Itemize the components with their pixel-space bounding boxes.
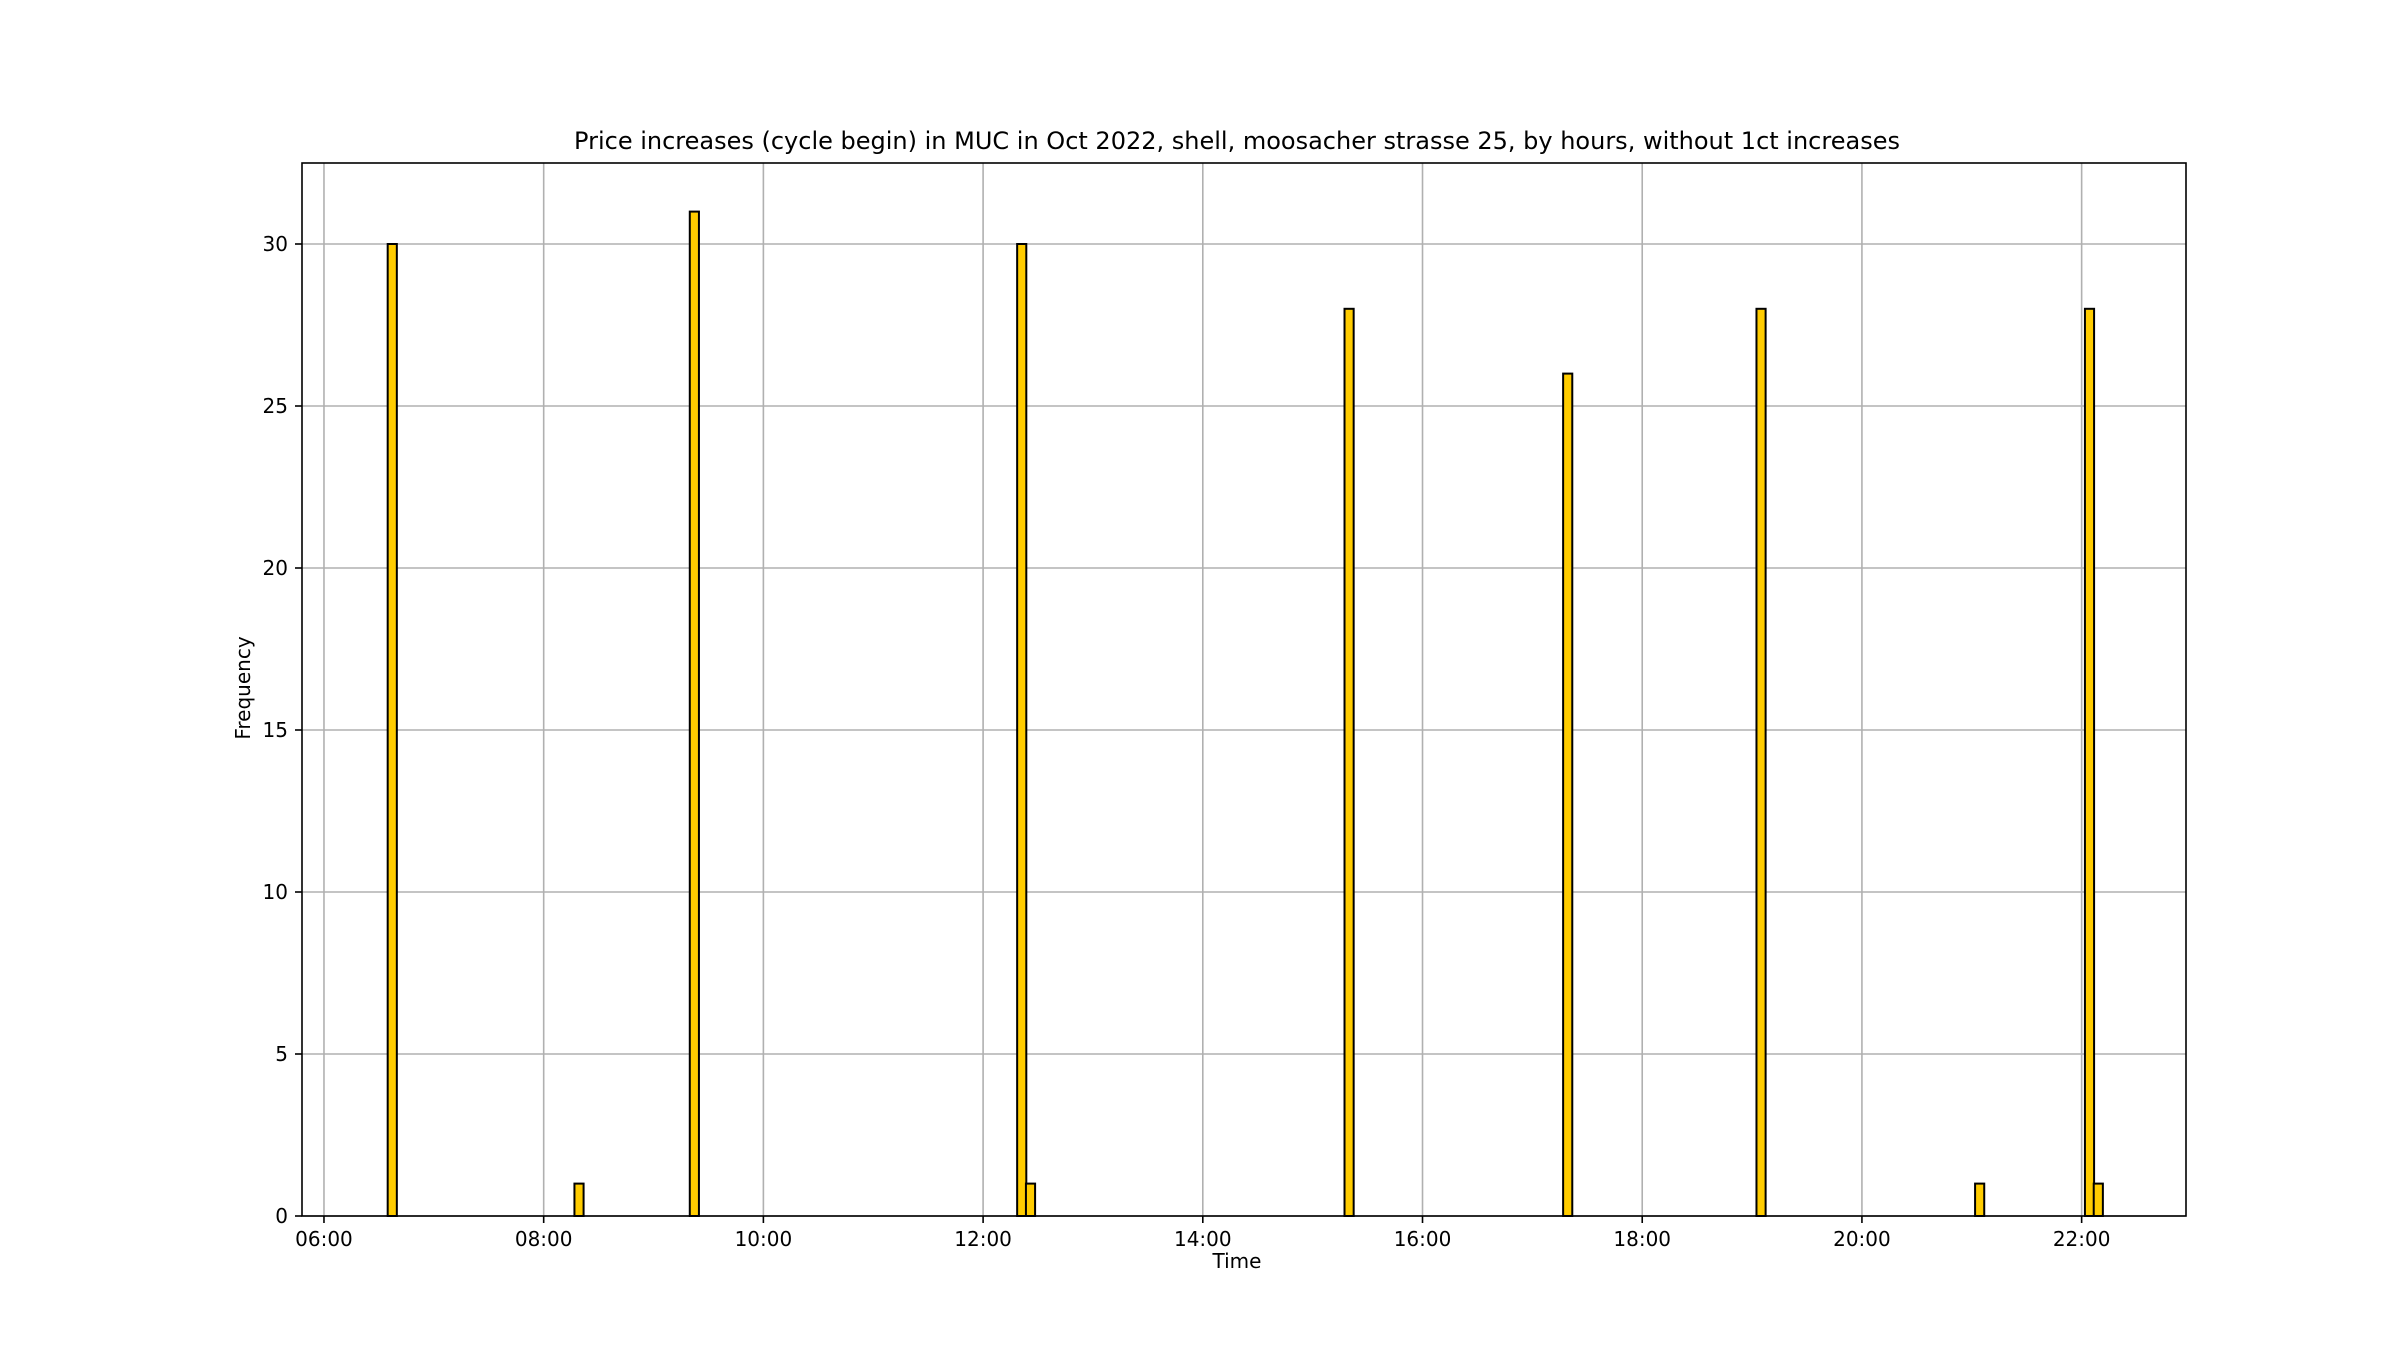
x-tick-label: 10:00 — [735, 1227, 793, 1251]
histogram-bar — [1024, 1182, 1037, 1217]
histogram-bar — [1343, 307, 1355, 1217]
histogram-bar — [688, 210, 700, 1218]
histogram-bar — [1562, 372, 1574, 1218]
y-tick-label: 25 — [263, 394, 288, 418]
histogram-bar — [573, 1182, 585, 1217]
plot-frame — [301, 162, 2187, 1217]
y-tick-label: 20 — [263, 556, 288, 580]
bars — [386, 210, 2104, 1218]
x-axis-label: Time — [1212, 1249, 1262, 1273]
y-tick-label: 30 — [263, 232, 288, 256]
y-tick-label: 15 — [263, 718, 288, 742]
y-tick-label: 5 — [275, 1042, 288, 1066]
y-axis: 0 5 10 15 20 25 30 — [263, 232, 302, 1228]
y-axis-label: Frequency — [231, 636, 255, 739]
histogram-bar — [2083, 307, 2096, 1217]
x-tick-label: 14:00 — [1174, 1227, 1232, 1251]
x-tick-label: 22:00 — [2053, 1227, 2111, 1251]
histogram-bar — [1755, 307, 1767, 1217]
y-tick-label: 0 — [275, 1204, 288, 1228]
x-tick-label: 06:00 — [295, 1227, 353, 1251]
grid-lines — [302, 163, 2186, 1217]
x-axis: 06:00 08:00 10:00 12:00 14:00 16:00 18:00 20:00… — [295, 1216, 2110, 1251]
x-tick-label: 08:00 — [515, 1227, 573, 1251]
x-tick-label: 18:00 — [1613, 1227, 1671, 1251]
chart-title: Price increases (cycle begin) in MUC in … — [574, 127, 1900, 155]
histogram-bar — [1974, 1182, 1986, 1217]
histogram-bar — [386, 243, 398, 1217]
histogram-bar — [1016, 243, 1028, 1217]
histogram-bar — [2092, 1182, 2104, 1217]
y-tick-label: 10 — [263, 880, 288, 904]
x-tick-label: 12:00 — [954, 1227, 1012, 1251]
x-tick-label: 20:00 — [1833, 1227, 1891, 1251]
x-tick-label: 16:00 — [1394, 1227, 1452, 1251]
